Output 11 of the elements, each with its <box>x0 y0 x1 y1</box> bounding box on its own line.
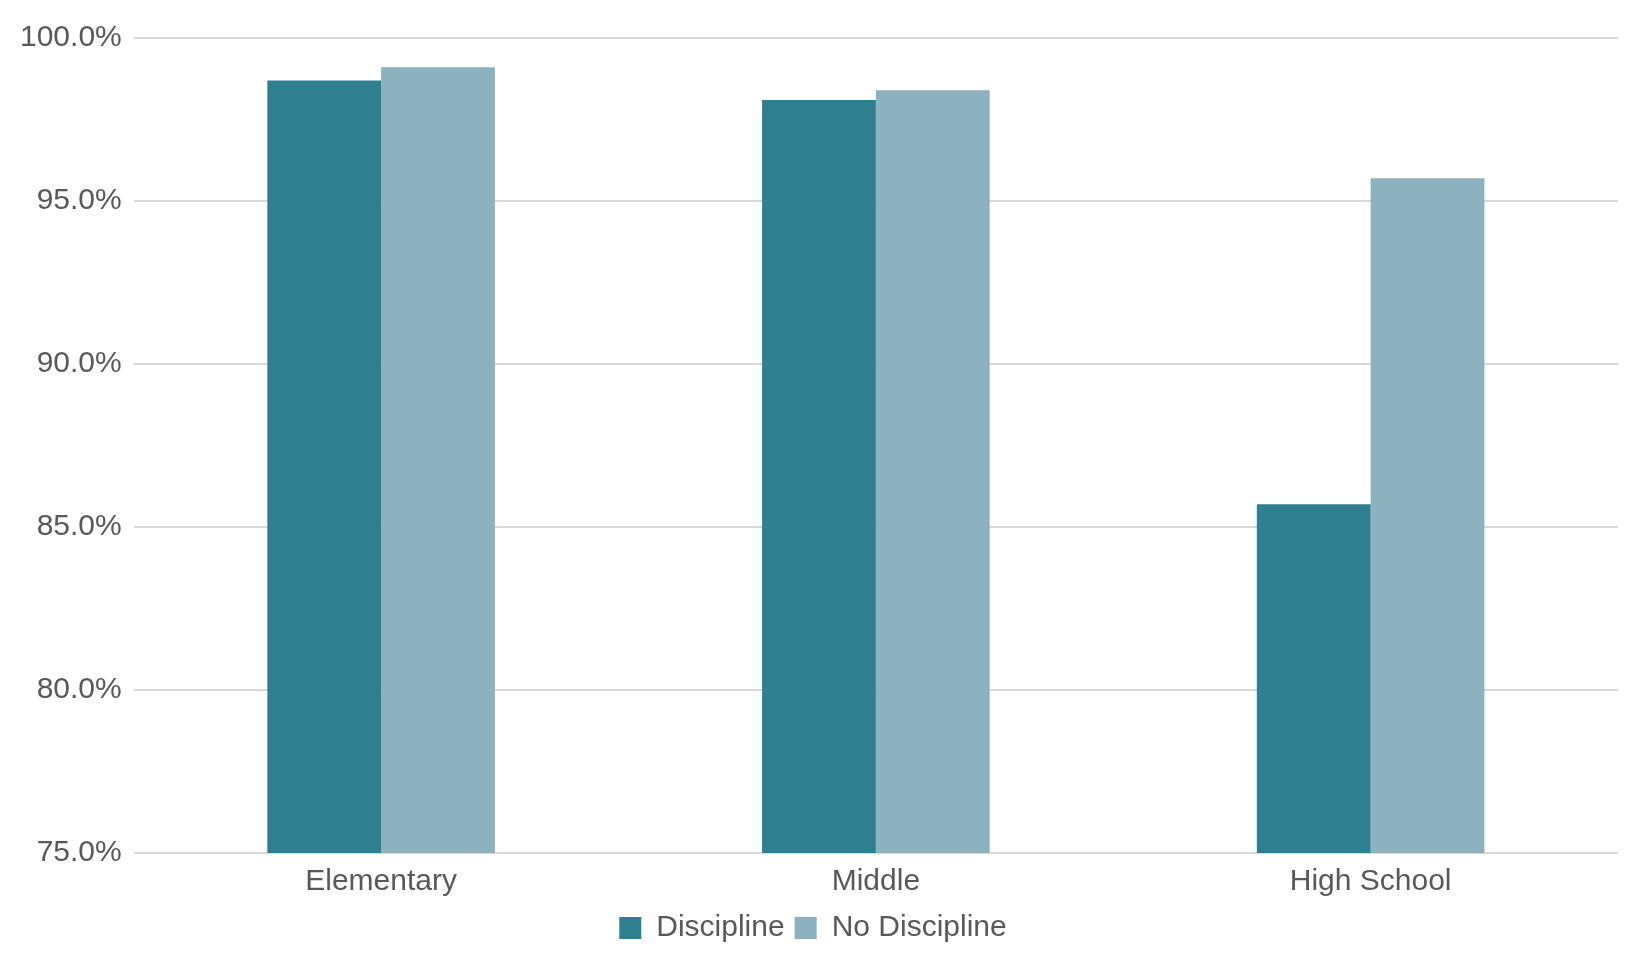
x-tick-label: Elementary <box>305 863 457 897</box>
y-tick-label: 90.0% <box>36 345 122 379</box>
legend-label: No Discipline <box>831 909 1007 943</box>
legend-label: Discipline <box>656 909 785 943</box>
y-tick-label: 100.0% <box>20 19 122 53</box>
y-tick-label: 75.0% <box>36 834 122 868</box>
y-tick-label: 95.0% <box>36 182 122 216</box>
y-tick-label: 85.0% <box>36 508 122 542</box>
x-tick-label: High School <box>1289 863 1452 897</box>
x-tick-label: Middle <box>831 863 921 897</box>
y-tick-label: 80.0% <box>36 671 122 705</box>
